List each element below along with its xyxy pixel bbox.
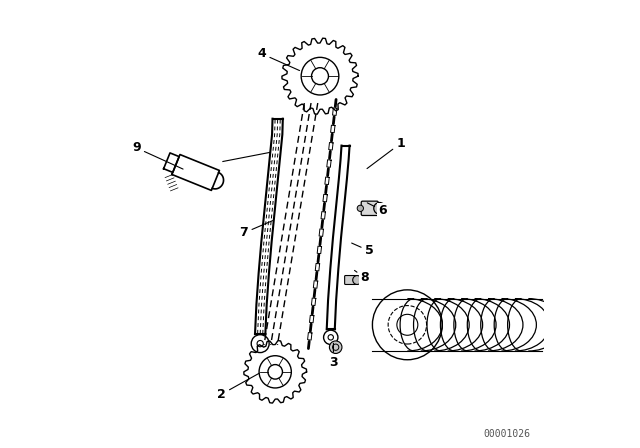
Text: 5: 5 bbox=[351, 243, 374, 258]
FancyBboxPatch shape bbox=[361, 201, 378, 215]
Text: 8: 8 bbox=[355, 271, 369, 284]
Text: 00001026: 00001026 bbox=[484, 429, 531, 439]
Text: 9: 9 bbox=[132, 141, 183, 169]
Text: 4: 4 bbox=[257, 47, 300, 70]
Circle shape bbox=[353, 276, 362, 284]
Text: 1: 1 bbox=[367, 137, 405, 168]
Text: 3: 3 bbox=[329, 343, 338, 370]
Circle shape bbox=[330, 341, 342, 353]
Text: 7: 7 bbox=[239, 220, 273, 240]
Circle shape bbox=[357, 205, 364, 211]
FancyBboxPatch shape bbox=[344, 276, 356, 284]
Text: 2: 2 bbox=[217, 373, 259, 401]
Circle shape bbox=[374, 202, 385, 214]
Text: 6: 6 bbox=[367, 203, 387, 217]
